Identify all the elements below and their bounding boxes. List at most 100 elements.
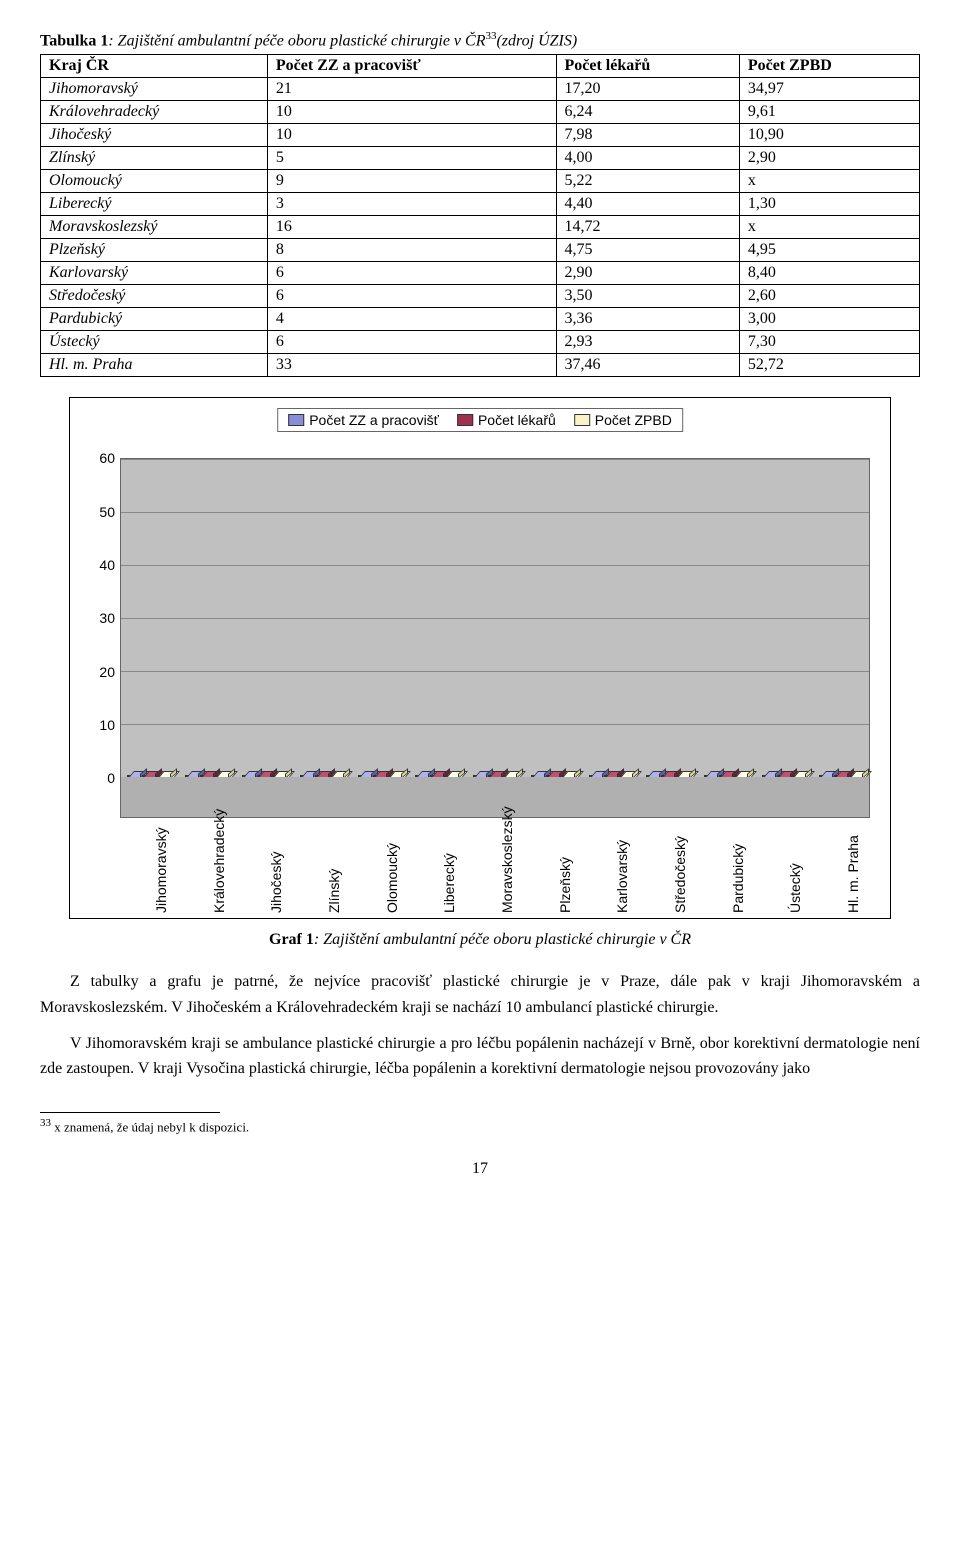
table-row: Pardubický43,363,00: [41, 308, 920, 331]
table-cell: 37,46: [556, 354, 739, 377]
table-cell: 14,72: [556, 216, 739, 239]
table-cell: 4,00: [556, 147, 739, 170]
table-cell: Jihočeský: [41, 124, 268, 147]
x-axis-labels: JihomoravskýKrálovehradeckýJihočeskýZlín…: [120, 818, 870, 918]
table-cell: Moravskoslezský: [41, 216, 268, 239]
table-row: Olomoucký95,22x: [41, 170, 920, 193]
data-table: Kraj ČRPočet ZZ a pracovišťPočet lékařůP…: [40, 54, 920, 377]
table-cell: 33: [267, 354, 556, 377]
chart-caption: Graf 1: Zajištění ambulantní péče oboru …: [40, 931, 920, 949]
table-cell: 7,98: [556, 124, 739, 147]
footnote-separator: [40, 1112, 220, 1113]
table-cell: Jihomoravský: [41, 78, 268, 101]
plot-area: [120, 458, 870, 778]
table-cell: Olomoucký: [41, 170, 268, 193]
table-cell: 10,90: [739, 124, 919, 147]
table-cell: Zlínský: [41, 147, 268, 170]
table-cell: 52,72: [739, 354, 919, 377]
gridline: [121, 618, 869, 619]
legend-item: Počet lékařů: [457, 412, 556, 428]
table-cell: Liberecký: [41, 193, 268, 216]
table-row: Středočeský63,502,60: [41, 285, 920, 308]
legend-item: Počet ZZ a pracovišť: [288, 412, 439, 428]
table-row: Moravskoslezský1614,72x: [41, 216, 920, 239]
table-cell: 5,22: [556, 170, 739, 193]
table-cell: 8,40: [739, 262, 919, 285]
table-cell: 2,93: [556, 331, 739, 354]
gridline: [121, 671, 869, 672]
table-cell: 6: [267, 262, 556, 285]
plot-floor: [120, 777, 870, 818]
table-cell: 3: [267, 193, 556, 216]
table-cell: Středočeský: [41, 285, 268, 308]
paragraph-1: Z tabulky a grafu je patrné, že nejvíce …: [40, 969, 920, 1020]
gridline: [121, 565, 869, 566]
table-cell: 4,40: [556, 193, 739, 216]
table-cell: 9: [267, 170, 556, 193]
gridline: [121, 512, 869, 513]
table-cell: 21: [267, 78, 556, 101]
table-body: Jihomoravský2117,2034,97Královehradecký1…: [41, 78, 920, 377]
legend-swatch: [457, 414, 473, 426]
y-tick-label: 30: [99, 610, 115, 626]
table-cell: 3,36: [556, 308, 739, 331]
table-row: Zlínský54,002,90: [41, 147, 920, 170]
table-cell: 6: [267, 285, 556, 308]
table-header-cell: Počet ZZ a pracovišť: [267, 55, 556, 78]
table-cell: 4,95: [739, 239, 919, 262]
table-cell: 10: [267, 101, 556, 124]
table-cell: 3,50: [556, 285, 739, 308]
table-cell: 1,30: [739, 193, 919, 216]
y-tick-label: 60: [99, 450, 115, 466]
table-title: Tabulka 1: Zajištění ambulantní péče obo…: [40, 30, 920, 50]
table-cell: 3,00: [739, 308, 919, 331]
footnote-num: 33: [40, 1117, 51, 1129]
y-tick-label: 10: [99, 717, 115, 733]
legend-label: Počet ZPBD: [595, 412, 672, 428]
title-prefix: Tabulka 1: [40, 32, 108, 49]
table-header-cell: Počet ZPBD: [739, 55, 919, 78]
table-cell: 6,24: [556, 101, 739, 124]
footnote: 33 x znamená, že údaj nebyl k dispozici.: [40, 1117, 920, 1135]
gridline: [121, 724, 869, 725]
table-cell: 17,20: [556, 78, 739, 101]
table-row: Jihomoravský2117,2034,97: [41, 78, 920, 101]
title-text: : Zajištění ambulantní péče oboru plasti…: [108, 32, 485, 49]
footnote-text: x znamená, že údaj nebyl k dispozici.: [51, 1119, 249, 1134]
table-cell: 2,60: [739, 285, 919, 308]
table-cell: 6: [267, 331, 556, 354]
legend-swatch: [288, 414, 304, 426]
table-header-row: Kraj ČRPočet ZZ a pracovišťPočet lékařůP…: [41, 55, 920, 78]
table-row: Královehradecký106,249,61: [41, 101, 920, 124]
table-cell: Královehradecký: [41, 101, 268, 124]
table-cell: 9,61: [739, 101, 919, 124]
y-tick-label: 0: [107, 770, 115, 786]
table-row: Plzeňský84,754,95: [41, 239, 920, 262]
table-row: Liberecký34,401,30: [41, 193, 920, 216]
chart-caption-text: : Zajištění ambulantní péče oboru plasti…: [314, 931, 691, 948]
legend-swatch: [574, 414, 590, 426]
legend-label: Počet lékařů: [478, 412, 556, 428]
chart-caption-prefix: Graf 1: [269, 931, 314, 948]
chart-legend: Počet ZZ a pracovišť Počet lékařů Počet ZP…: [277, 408, 683, 432]
table-cell: Plzeňský: [41, 239, 268, 262]
title-suffix: (zdroj ÚZIS): [496, 32, 577, 49]
table-cell: Karlovarský: [41, 262, 268, 285]
table-header-cell: Počet lékařů: [556, 55, 739, 78]
table-cell: Ústecký: [41, 331, 268, 354]
table-cell: x: [739, 216, 919, 239]
paragraph-2: V Jihomoravském kraji se ambulance plast…: [40, 1031, 920, 1082]
table-cell: x: [739, 170, 919, 193]
table-cell: 2,90: [739, 147, 919, 170]
table-cell: 8: [267, 239, 556, 262]
table-header-cell: Kraj ČR: [41, 55, 268, 78]
table-row: Karlovarský62,908,40: [41, 262, 920, 285]
table-cell: 10: [267, 124, 556, 147]
table-cell: 16: [267, 216, 556, 239]
table-row: Ústecký62,937,30: [41, 331, 920, 354]
table-cell: Pardubický: [41, 308, 268, 331]
y-tick-label: 40: [99, 557, 115, 573]
y-tick-label: 20: [99, 664, 115, 680]
table-cell: 4: [267, 308, 556, 331]
legend-label: Počet ZZ a pracovišť: [309, 412, 439, 428]
